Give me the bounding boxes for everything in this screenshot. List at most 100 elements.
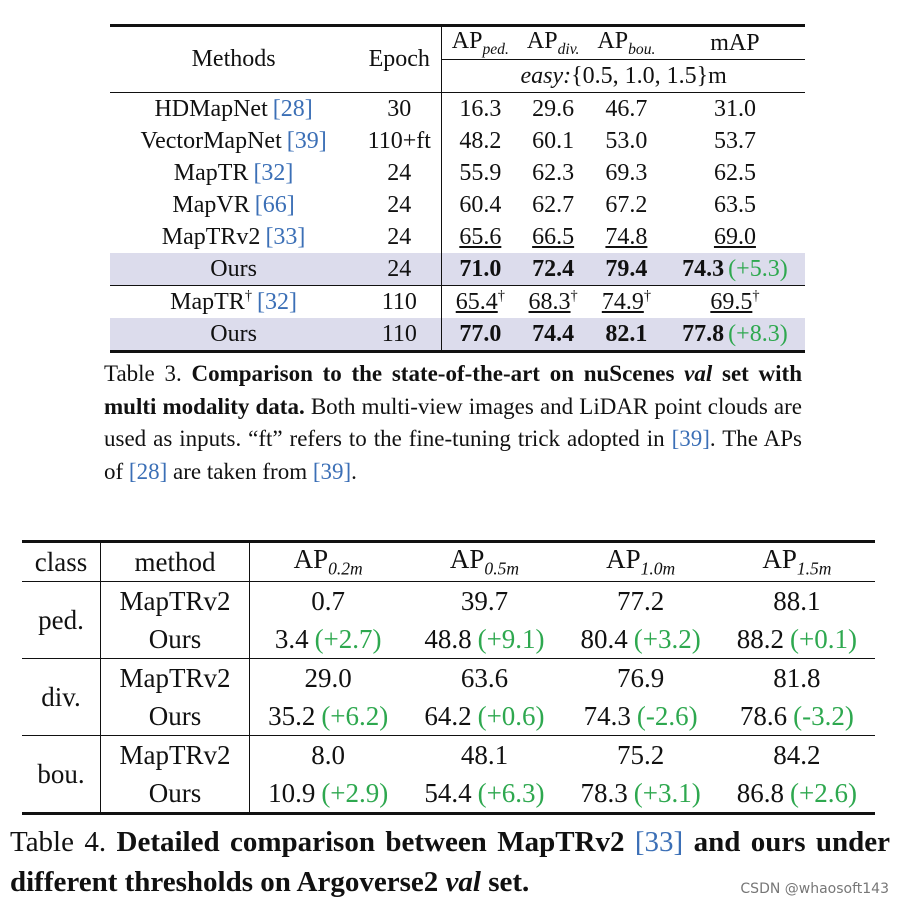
value: 35.2 xyxy=(268,700,316,731)
epoch-cell: 24 xyxy=(357,157,443,189)
value: 71.0 xyxy=(459,255,502,282)
value: 74.3 xyxy=(682,255,725,282)
value: 0.7 xyxy=(311,585,346,616)
caption-text: and ours under different thresholds on A… xyxy=(10,826,890,898)
value: 10.9 xyxy=(268,777,316,808)
value: 74.4 xyxy=(532,320,575,347)
value: 53.7 xyxy=(713,127,756,154)
header-cell: APdiv. xyxy=(518,25,588,60)
caption-text: val xyxy=(445,866,481,898)
data-row: bou. MapTRv2 8.0 48.1 75.2 84.2 xyxy=(22,735,875,814)
epoch-cell: 110 xyxy=(357,318,443,352)
value-cell: 63.6 xyxy=(406,659,562,698)
value: 48.2 xyxy=(459,127,502,154)
caption-text: Detailed comparison between MapTRv2 xyxy=(116,826,635,858)
caption-text: [39] xyxy=(312,458,352,484)
value: 48.1 xyxy=(460,739,509,770)
value-cell: 74.3 (+5.3) xyxy=(665,253,805,286)
value-mark: † xyxy=(643,288,652,304)
value: 81.8 xyxy=(773,662,821,693)
value: 67.2 xyxy=(605,191,648,218)
value: 74.9 xyxy=(601,289,644,315)
data-row: div. MapTRv2 29.0 63.6 76.9 81.8 xyxy=(22,658,875,736)
value-cell: 77.0 xyxy=(442,318,518,352)
header-row: Methods Epoch APped. APdiv. APbou. mAP xyxy=(110,25,805,93)
value: 60.1 xyxy=(532,127,575,154)
delta: (+6.3) xyxy=(477,777,545,808)
setting-cell: easy:{0.5, 1.0, 1.5}m xyxy=(441,59,805,93)
data-row: Ours 35.2 (+6.2) 64.2 (+0.6) 74.3 (-2.6) 78.6 (-… xyxy=(22,697,875,736)
value: 29.0 xyxy=(304,662,352,693)
metric-name: AP xyxy=(526,27,558,54)
table-3-caption: Table 3. Comparison to the state-of-the-… xyxy=(104,358,802,488)
header-cell: APbou. xyxy=(587,25,665,60)
epoch-cell: 110 xyxy=(357,285,443,318)
delta: (+8.3) xyxy=(728,320,788,347)
method-cell: MapTR† [32] xyxy=(110,286,357,319)
method-name: Ours xyxy=(210,320,257,347)
delta: (+9.1) xyxy=(477,623,545,654)
caption-text: [33] xyxy=(634,826,684,858)
value: 29.6 xyxy=(532,95,575,122)
class-cell: div. xyxy=(22,658,101,736)
citation: [39] xyxy=(286,127,327,154)
header-row: easy:{0.5, 1.0, 1.5}m xyxy=(110,59,805,93)
value-cell: 76.9 xyxy=(563,659,719,698)
method-cell: VectorMapNet [39] xyxy=(110,125,357,157)
metric-subscript: 1.5m xyxy=(796,558,832,579)
value-cell: 74.3 (-2.6) xyxy=(563,697,719,736)
value: 69.3 xyxy=(605,159,648,186)
value: 74.3 xyxy=(583,700,631,731)
value: 77.2 xyxy=(617,585,665,616)
delta: (+3.1) xyxy=(633,777,701,808)
header-cell: APped. xyxy=(441,25,519,60)
value-cell: 48.1 xyxy=(406,736,562,775)
metric-subscript: 1.0m xyxy=(640,558,676,579)
header-cell: method xyxy=(100,541,250,582)
caption-text: Table 3. xyxy=(104,361,192,386)
value-cell: 0.7 xyxy=(250,582,407,621)
value: 77.0 xyxy=(459,320,502,347)
value: 63.6 xyxy=(460,662,509,693)
metric-name: AP xyxy=(451,27,483,54)
table-3: Methods Epoch APped. APdiv. APbou. mAP easy:{0… xyxy=(110,24,805,353)
citation: [66] xyxy=(254,191,295,218)
class-cell: ped. xyxy=(22,581,101,659)
data-row: ped. MapTRv2 0.7 39.7 77.2 88.1 xyxy=(22,581,875,659)
value-cell: 74.9† xyxy=(588,286,665,319)
value-cell: 67.2 xyxy=(588,189,665,221)
value: 76.9 xyxy=(617,662,665,693)
value-cell: 72.4 xyxy=(518,253,588,286)
value: 64.2 xyxy=(424,700,472,731)
data-row: Ours 110 77.0 74.4 82.1 77.8 (+8.3) xyxy=(110,318,805,352)
value-cell: 71.0 xyxy=(442,253,518,286)
value-cell: 8.0 xyxy=(250,736,407,775)
table-4-caption: Table 4. Detailed comparison between Map… xyxy=(10,822,890,902)
caption-text: set. xyxy=(480,866,530,898)
value-cell: 65.6 xyxy=(442,221,518,253)
caption-text: Both multi-view images and LiDAR point c… xyxy=(104,393,802,452)
value: 69.5 xyxy=(710,289,753,315)
value-mark: † xyxy=(752,288,760,304)
value-cell: 3.4 (+2.7) xyxy=(250,620,407,659)
metric-subscript: bou. xyxy=(628,40,656,58)
value: 84.2 xyxy=(773,739,821,770)
value-cell: 86.8 (+2.6) xyxy=(719,774,875,814)
value: 54.4 xyxy=(424,777,472,808)
value: 75.2 xyxy=(617,739,665,770)
value-cell: 60.4 xyxy=(442,189,518,221)
header-cell: Epoch xyxy=(357,25,443,93)
value-cell: 29.0 xyxy=(250,659,407,698)
table-4: class method AP0.2m AP0.5m AP1.0m AP1.5m ped. M… xyxy=(22,540,875,815)
setting-range: {0.5, 1.0, 1.5}m xyxy=(571,62,727,89)
method-cell: HDMapNet [28] xyxy=(110,93,357,126)
value-cell: 35.2 (+6.2) xyxy=(250,697,407,736)
value: 65.4 xyxy=(455,289,498,315)
value: 39.7 xyxy=(460,585,509,616)
value-cell: 53.7 xyxy=(665,125,805,157)
value-cell: 54.4 (+6.3) xyxy=(406,774,562,814)
value-cell: 62.7 xyxy=(518,189,588,221)
value: 62.3 xyxy=(532,159,575,186)
method-mark: † xyxy=(244,288,253,304)
delta: (+2.9) xyxy=(321,777,389,808)
